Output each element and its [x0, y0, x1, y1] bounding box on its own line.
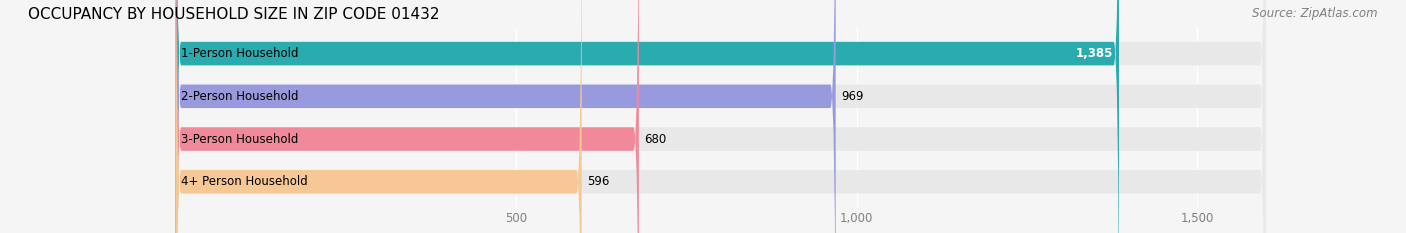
Text: 4+ Person Household: 4+ Person Household [181, 175, 308, 188]
Text: 1-Person Household: 1-Person Household [181, 47, 298, 60]
Text: 969: 969 [841, 90, 863, 103]
FancyBboxPatch shape [176, 0, 1265, 233]
Text: 2-Person Household: 2-Person Household [181, 90, 298, 103]
Text: Source: ZipAtlas.com: Source: ZipAtlas.com [1253, 7, 1378, 20]
FancyBboxPatch shape [176, 0, 1265, 233]
FancyBboxPatch shape [176, 0, 1265, 233]
FancyBboxPatch shape [176, 0, 582, 233]
Text: OCCUPANCY BY HOUSEHOLD SIZE IN ZIP CODE 01432: OCCUPANCY BY HOUSEHOLD SIZE IN ZIP CODE … [28, 7, 440, 22]
FancyBboxPatch shape [176, 0, 835, 233]
Text: 1,385: 1,385 [1076, 47, 1114, 60]
FancyBboxPatch shape [176, 0, 638, 233]
FancyBboxPatch shape [176, 0, 1265, 233]
Text: 680: 680 [644, 133, 666, 146]
Text: 3-Person Household: 3-Person Household [181, 133, 298, 146]
Text: 596: 596 [588, 175, 609, 188]
FancyBboxPatch shape [176, 0, 1119, 233]
